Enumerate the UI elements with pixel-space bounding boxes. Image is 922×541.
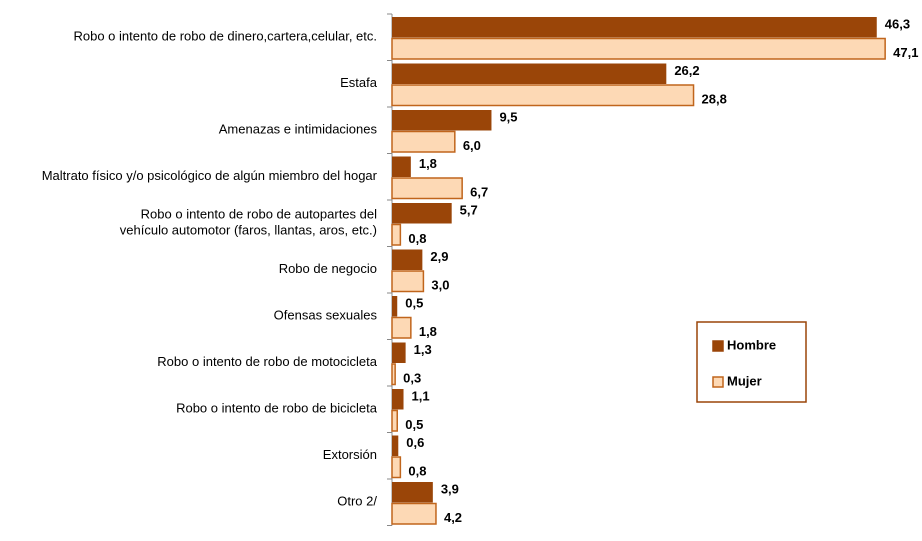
category-label: Robo de negocio <box>279 261 377 276</box>
value-label: 47,1 <box>893 45 918 60</box>
value-label: 5,7 <box>460 203 478 218</box>
bar <box>392 389 404 410</box>
legend-swatch <box>712 376 724 388</box>
category-label: Robo o intento de robo de motocicleta <box>157 354 377 369</box>
value-label: 0,6 <box>406 435 424 450</box>
value-label: 46,3 <box>885 17 910 32</box>
category-label: Robo o intento de robo de bicicleta <box>176 401 378 416</box>
value-label: 4,2 <box>444 510 462 525</box>
bar <box>391 316 412 339</box>
category-label: Robo o intento de robo de dinero,cartera… <box>73 29 377 44</box>
value-label: 9,5 <box>499 110 517 125</box>
legend-box <box>696 321 807 403</box>
bar <box>391 363 396 386</box>
bar <box>391 223 402 246</box>
bar <box>392 203 452 224</box>
bar <box>391 84 695 107</box>
bar <box>391 502 437 525</box>
value-label: 3,0 <box>431 278 449 293</box>
bar <box>392 63 667 84</box>
category-label: Otro 2/ <box>337 494 377 509</box>
category-label: Estafa <box>340 75 378 90</box>
value-label: 0,8 <box>408 464 426 479</box>
value-label: 2,9 <box>430 249 448 264</box>
value-label: 1,8 <box>419 156 437 171</box>
bar <box>391 130 456 153</box>
bar <box>392 249 423 270</box>
value-label: 1,3 <box>414 342 432 357</box>
category-label: Maltrato físico y/o psicológico de algún… <box>42 168 378 183</box>
category-label: Robo o intento de robo de autopartes del… <box>120 207 377 238</box>
bar <box>392 156 411 177</box>
value-label: 1,1 <box>412 389 430 404</box>
bar <box>392 342 406 363</box>
value-label: 0,3 <box>403 371 421 386</box>
category-label: Amenazas e intimidaciones <box>219 122 378 137</box>
value-label: 6,0 <box>463 138 481 153</box>
bar <box>392 296 398 317</box>
value-label: 1,8 <box>419 324 437 339</box>
bar <box>392 17 877 38</box>
bar <box>392 482 433 503</box>
bar <box>392 435 399 456</box>
category-label: Extorsión <box>323 447 377 462</box>
category-label-line: Robo o intento de robo de autopartes del <box>141 207 377 222</box>
value-label: 0,5 <box>405 296 423 311</box>
bar <box>391 456 402 479</box>
bar <box>391 270 425 293</box>
value-label: 6,7 <box>470 185 488 200</box>
bar <box>391 177 463 200</box>
legend-swatch <box>712 340 724 352</box>
value-label: 0,8 <box>408 231 426 246</box>
category-label: Ofensas sexuales <box>274 308 378 323</box>
bar <box>391 409 398 432</box>
bar <box>391 37 886 60</box>
value-label: 28,8 <box>702 92 727 107</box>
bar <box>392 110 492 131</box>
value-label: 26,2 <box>674 63 699 78</box>
value-label: 0,5 <box>405 417 423 432</box>
legend-label: Hombre <box>727 337 776 352</box>
value-label: 3,9 <box>441 482 459 497</box>
category-label-line: vehículo automotor (faros, llantas, aros… <box>120 223 377 238</box>
legend-label: Mujer <box>727 373 762 388</box>
